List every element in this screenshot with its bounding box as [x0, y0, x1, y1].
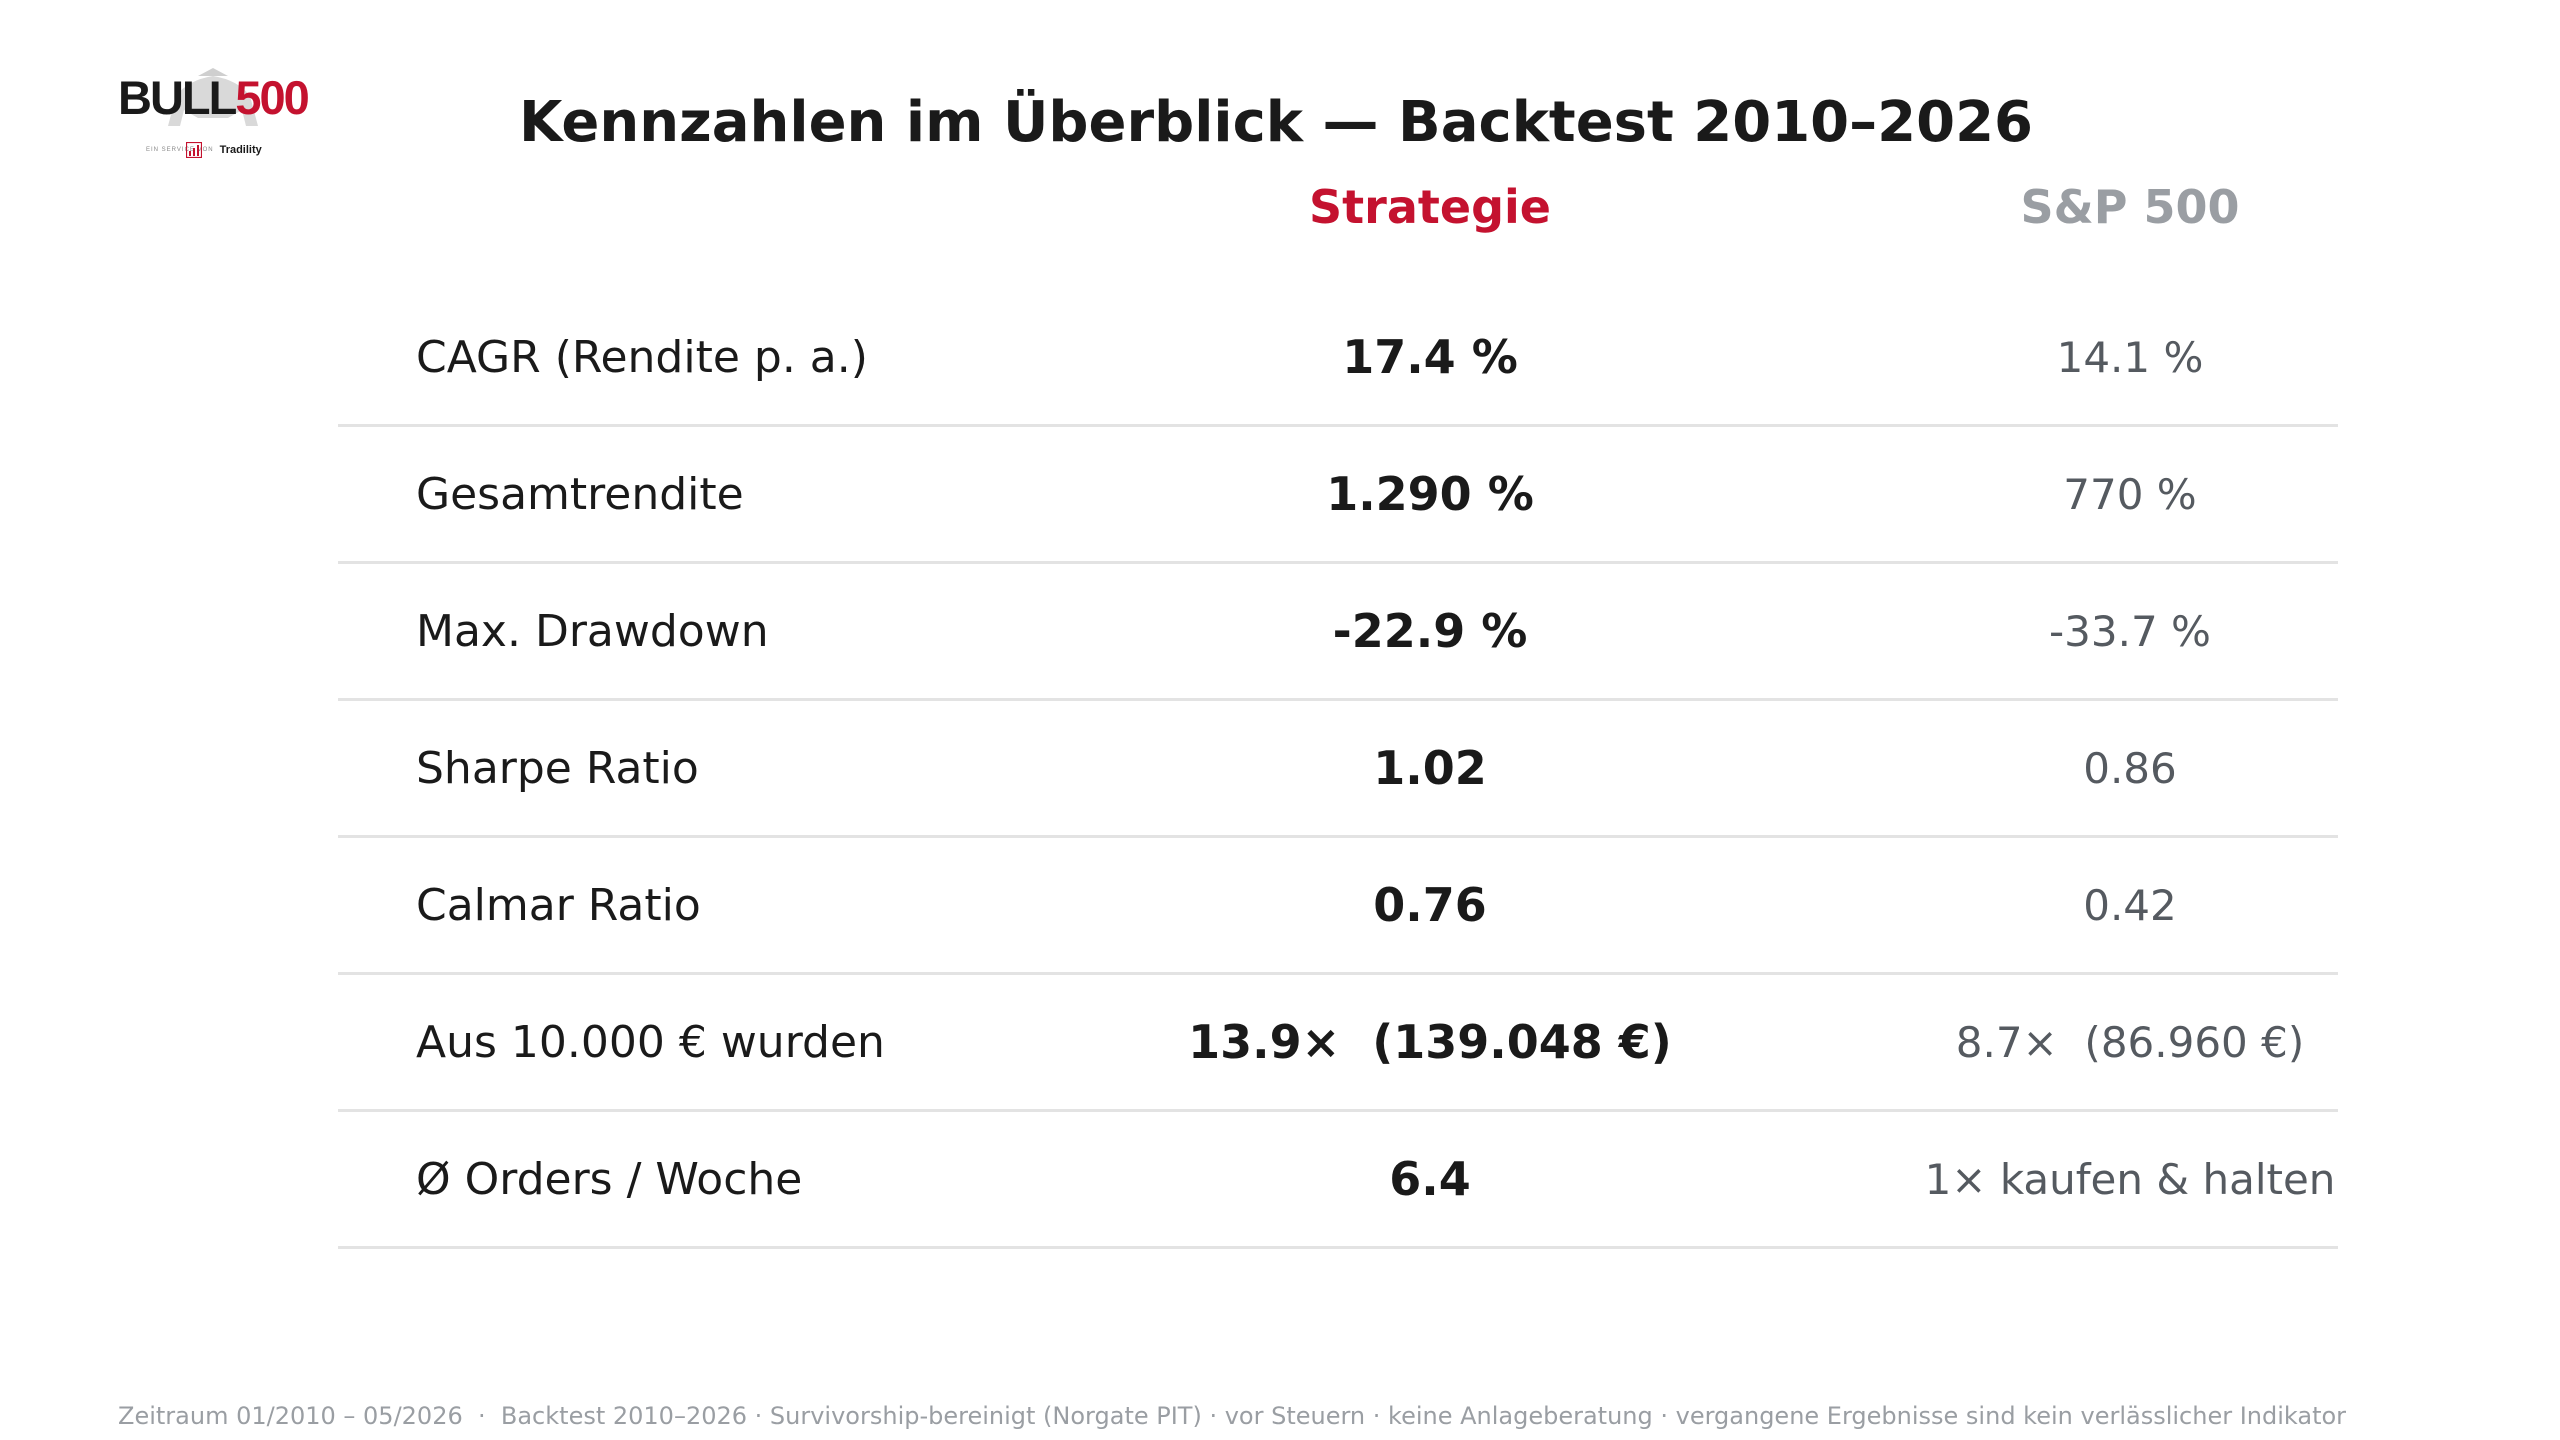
benchmark-value: 8.7× (86.960 €)	[1955, 1017, 2305, 1067]
logo-wordmark: BULL500	[118, 71, 310, 124]
strategy-value: -22.9 %	[1332, 604, 1528, 658]
table-row: Ø Orders / Woche 6.4 1× kaufen & halten	[338, 1112, 2338, 1249]
bull-icon	[168, 68, 258, 126]
row-label: Aus 10.000 € wurden	[416, 1016, 885, 1068]
logo-tagline-row: EIN SERVICE VON Tradility	[146, 140, 262, 160]
table-row: Gesamtrendite 1.290 % 770 %	[338, 427, 2338, 564]
row-label: Calmar Ratio	[416, 879, 701, 931]
benchmark-value: 0.42	[2083, 880, 2177, 930]
page-title: Kennzahlen im Überblick — Backtest 2010–…	[519, 90, 2033, 155]
table-row: Aus 10.000 € wurden 13.9× (139.048 €) 8.…	[338, 975, 2338, 1112]
tradility-chart-icon	[186, 142, 202, 158]
benchmark-value: -33.7 %	[2049, 606, 2211, 656]
column-header-benchmark: S&P 500	[2020, 180, 2240, 234]
table-row: CAGR (Rendite p. a.) 17.4 % 14.1 %	[338, 290, 2338, 427]
benchmark-value: 770 %	[2063, 469, 2197, 519]
row-label: Max. Drawdown	[416, 605, 769, 657]
table-row: Max. Drawdown -22.9 % -33.7 %	[338, 564, 2338, 701]
benchmark-value: 1× kaufen & halten	[1924, 1154, 2336, 1204]
strategy-value: 1.290 %	[1326, 467, 1534, 521]
strategy-value: 17.4 %	[1342, 330, 1518, 384]
logo-brand: Tradility	[219, 144, 262, 156]
kpi-table: CAGR (Rendite p. a.) 17.4 % 14.1 % Gesam…	[338, 290, 2338, 1249]
strategy-value: 6.4	[1389, 1152, 1471, 1206]
benchmark-value: 0.86	[2083, 743, 2177, 793]
column-header-strategy: Strategie	[1309, 180, 1551, 234]
row-label: Ø Orders / Woche	[416, 1153, 803, 1205]
strategy-value: 1.02	[1373, 741, 1487, 795]
logo-word-500: 500	[235, 71, 309, 124]
strategy-value: 0.76	[1373, 878, 1487, 932]
row-label: Sharpe Ratio	[416, 742, 699, 794]
logo-tagline: EIN SERVICE VON	[146, 147, 214, 153]
row-label: CAGR (Rendite p. a.)	[416, 331, 868, 383]
bull500-logo: BULL500 EIN SERVICE VON Tradility	[118, 64, 318, 160]
logo-word-bull: BULL	[118, 71, 237, 124]
footer-disclaimer: Zeitraum 01/2010 – 05/2026 · Backtest 20…	[118, 1402, 2347, 1430]
benchmark-value: 14.1 %	[2056, 332, 2204, 382]
strategy-value: 13.9× (139.048 €)	[1188, 1015, 1672, 1069]
table-row: Calmar Ratio 0.76 0.42	[338, 838, 2338, 975]
row-label: Gesamtrendite	[416, 468, 744, 520]
table-row: Sharpe Ratio 1.02 0.86	[338, 701, 2338, 838]
